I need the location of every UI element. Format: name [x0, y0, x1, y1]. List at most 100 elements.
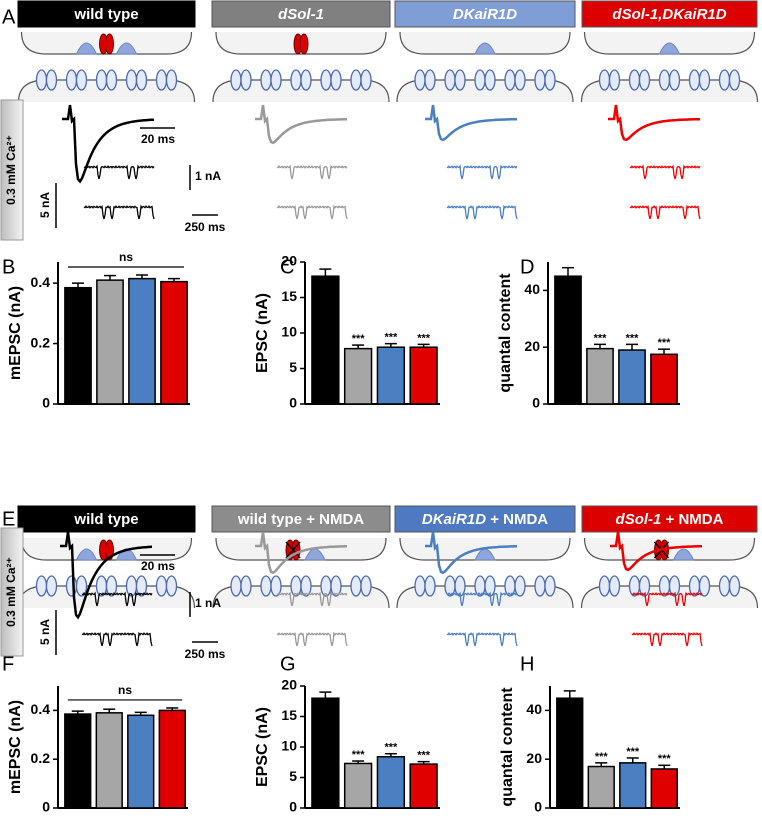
triangle: [115, 42, 138, 55]
epsc-trace: [60, 531, 153, 620]
bar: [311, 275, 340, 405]
receptor: [320, 575, 332, 597]
mini-trace: [631, 631, 703, 647]
header-text: DKaiR1D + NMDA: [422, 511, 548, 528]
header-text: wild type + NMDA: [237, 511, 364, 528]
significance: ***: [417, 750, 431, 762]
receptor: [350, 575, 362, 597]
receptor: [330, 69, 342, 91]
receptor: [658, 69, 671, 91]
receptor: [414, 69, 426, 91]
panel-label: E: [2, 508, 15, 530]
significance: ***: [626, 332, 640, 344]
bar: [343, 762, 373, 809]
receptor: [514, 575, 526, 597]
header-box: [17, 0, 196, 28]
receptor: [105, 69, 118, 91]
receptor: [598, 575, 611, 597]
receptor: [165, 575, 178, 597]
bar: [376, 756, 406, 809]
significance: ***: [658, 753, 672, 765]
scale-label: 250 ms: [185, 647, 226, 661]
header-text: DKaiR1D: [453, 6, 517, 23]
bar: [95, 712, 123, 809]
receptor: [155, 69, 168, 91]
receptor: [45, 575, 58, 597]
panel-label: B: [2, 256, 15, 278]
receptor: [608, 575, 621, 597]
y-tick-label: 0: [42, 395, 50, 411]
scale-label: 1 nA: [195, 596, 221, 610]
receptor: [608, 69, 621, 91]
mini-trace: [276, 591, 348, 607]
receptor: [35, 69, 48, 91]
receptor: [95, 69, 108, 91]
receptor: [454, 69, 466, 91]
mini-trace: [276, 204, 348, 220]
header-box: [211, 505, 391, 533]
mini-trace: [446, 164, 518, 180]
panel-label: F: [2, 653, 14, 675]
receptor: [125, 575, 138, 597]
receptor: [718, 575, 731, 597]
receptor: [474, 69, 486, 91]
receptor: [65, 69, 78, 91]
bar: [554, 275, 582, 405]
header-box: [17, 505, 196, 533]
receptor: [155, 575, 168, 597]
header-part: DKaiR1D: [422, 511, 486, 528]
receptor: [484, 69, 496, 91]
mini-trace: [446, 591, 518, 607]
receptor: [688, 69, 701, 91]
calcium-box: [0, 99, 24, 241]
triangle: [75, 42, 98, 55]
significance: ***: [626, 746, 640, 758]
panel-label: C: [280, 256, 294, 278]
scale-label: 5 nA: [38, 619, 52, 645]
bar: [128, 277, 156, 405]
triangle: [658, 42, 681, 55]
y-tick-label: 0.2: [31, 334, 51, 350]
mini-trace: [629, 204, 701, 220]
receptor: [75, 575, 88, 597]
y-tick-label: 0: [532, 395, 540, 411]
receptor: [668, 69, 681, 91]
receptor: [240, 69, 252, 91]
header-text: dSol-1: [278, 6, 324, 23]
bar: [556, 697, 584, 809]
header-part: + NMDA: [661, 511, 723, 528]
y-tick-label: 20: [281, 677, 297, 693]
mini-trace: [81, 631, 153, 647]
header-text: wild type: [73, 6, 138, 23]
epsc-trace: [255, 531, 347, 575]
y-tick-label: 40: [524, 281, 540, 297]
mini-trace: [83, 164, 155, 180]
y-tick-label: 40: [526, 701, 542, 717]
annotation: ns: [119, 250, 133, 264]
epsc-trace: [425, 531, 517, 575]
header-part: dSol-1: [616, 511, 662, 528]
scale-label: 1 nA: [195, 169, 221, 183]
receptor: [95, 575, 108, 597]
receptor: [45, 69, 58, 91]
mini-trace: [446, 204, 518, 220]
receptor: [75, 69, 88, 91]
bar: [650, 768, 678, 809]
y-tick-label: 0.4: [31, 701, 51, 717]
receptor: [424, 575, 436, 597]
receptor: [230, 69, 242, 91]
receptor: [300, 69, 312, 91]
receptor: [598, 69, 611, 91]
triangle: [75, 548, 98, 561]
red-oval: [299, 33, 309, 55]
receptor: [444, 69, 456, 91]
y-axis-label: quantal content: [497, 273, 514, 393]
mini-trace: [631, 591, 703, 607]
header-part: wild type: [73, 511, 138, 528]
panel-label: H: [520, 653, 534, 675]
receptor: [230, 575, 242, 597]
epsc-trace: [425, 104, 518, 142]
header-text: wild type: [73, 511, 138, 528]
header-box: [394, 505, 576, 533]
